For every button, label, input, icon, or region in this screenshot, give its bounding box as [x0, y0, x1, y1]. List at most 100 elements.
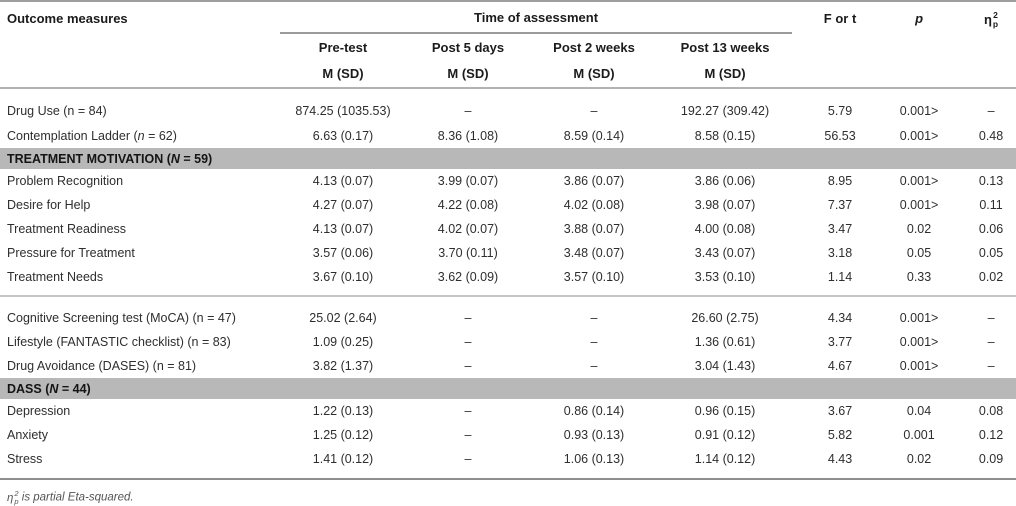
- value-cell: 0.001>: [899, 129, 939, 143]
- row-label-text: Problem Recognition: [7, 174, 124, 188]
- f-or-t-header: F or t: [823, 11, 857, 26]
- row-label: Depression: [0, 399, 280, 423]
- value-cell: 1.25 (0.12): [312, 428, 374, 442]
- row-label-text: TREATMENT MOTIVATION (: [7, 151, 171, 166]
- value-cell: –: [464, 311, 472, 325]
- value-cell: –: [590, 335, 598, 349]
- value-cell: 0.02: [978, 270, 1004, 284]
- value-cell: 1.06 (0.13): [563, 452, 625, 466]
- value-cell: 26.60 (2.75): [691, 311, 759, 325]
- table-row: Treatment Readiness 4.13 (0.07) 4.02 (0.07…: [0, 217, 1016, 241]
- table-row: Lifestyle (FANTASTIC checklist) (n = 83)…: [0, 330, 1016, 354]
- value-cell: 8.36 (1.08): [437, 129, 499, 143]
- value-cell: 8.59 (0.14): [563, 129, 625, 143]
- value-cell: 3.04 (1.43): [694, 359, 756, 373]
- value-cell: –: [987, 311, 995, 325]
- row-label: Desire for Help: [0, 193, 280, 217]
- value-cell: 0.91 (0.12): [694, 428, 756, 442]
- value-cell: 3.53 (0.10): [694, 270, 756, 284]
- spacer-row: [0, 471, 1016, 479]
- value-cell: 0.11: [979, 198, 1003, 212]
- value-cell: –: [464, 404, 472, 418]
- value-cell: 8.58 (0.15): [694, 129, 756, 143]
- row-label-text: Treatment Readiness: [7, 222, 127, 236]
- value-cell: 56.53: [824, 129, 856, 143]
- value-cell: –: [464, 428, 472, 442]
- row-label: Drug Use (n = 84): [0, 94, 280, 124]
- section-header-label: TREATMENT MOTIVATION (N = 59): [0, 148, 1016, 169]
- value-cell: 5.79: [827, 104, 853, 118]
- spacer-row: [0, 471, 1016, 479]
- value-cell: 192.27 (309.42): [680, 104, 770, 118]
- row-label-text: Drug Avoidance (DASES) (n = 81): [7, 359, 197, 373]
- value-cell: 0.001>: [899, 174, 939, 188]
- value-cell: 4.13 (0.07): [312, 174, 374, 188]
- row-label: Treatment Needs: [0, 265, 280, 289]
- table-row: Stress 1.41 (0.12) – 1.06 (0.13) 1.14 (0.12)…: [0, 447, 1016, 471]
- divider-line: [0, 289, 1016, 297]
- row-label: Lifestyle (FANTASTIC checklist) (n = 83): [0, 330, 280, 354]
- value-cell: 0.001>: [899, 335, 939, 349]
- value-cell: –: [590, 311, 598, 325]
- row-label-text: Cognitive Screening test (MoCA) (n = 47): [7, 311, 236, 325]
- value-cell: 0.09: [978, 452, 1004, 466]
- row-label-text: Depression: [7, 404, 71, 418]
- row-label: Anxiety: [0, 423, 280, 447]
- row-label-text: = 62): [144, 129, 177, 143]
- value-cell: 4.00 (0.08): [694, 222, 756, 236]
- row-label-text: Drug Use (n = 84): [7, 104, 107, 118]
- divider-line: [0, 289, 1016, 297]
- row-label-text: N: [170, 151, 180, 166]
- value-cell: 874.25 (1035.53): [295, 104, 391, 118]
- value-cell: –: [987, 104, 995, 118]
- value-cell: 3.47: [827, 222, 853, 236]
- msd-label: M (SD): [704, 66, 746, 81]
- value-cell: –: [464, 335, 472, 349]
- row-label-text: = 44): [58, 381, 91, 396]
- value-cell: 4.67: [827, 359, 853, 373]
- value-cell: 8.95: [827, 174, 853, 188]
- table-row: Treatment Needs 3.67 (0.10) 3.62 (0.09) 3.5…: [0, 265, 1016, 289]
- value-cell: 3.86 (0.06): [694, 174, 756, 188]
- value-cell: 3.67: [827, 404, 853, 418]
- table-body: Drug Use (n = 84) 874.25 (1035.53) – – 192.2…: [0, 88, 1016, 479]
- value-cell: –: [464, 359, 472, 373]
- spacer-row: [0, 296, 1016, 306]
- row-label-text: Lifestyle (FANTASTIC checklist) (n = 83): [7, 335, 231, 349]
- value-cell: 0.06: [978, 222, 1004, 236]
- row-label: Cognitive Screening test (MoCA) (n = 47): [0, 306, 280, 330]
- value-cell: 1.41 (0.12): [312, 452, 374, 466]
- row-label-text: Anxiety: [7, 428, 48, 442]
- value-cell: 3.77: [827, 335, 853, 349]
- value-cell: 0.04: [906, 404, 932, 418]
- value-cell: 3.67 (0.10): [312, 270, 374, 284]
- footnote-text: is partial Eta-squared.: [18, 491, 134, 504]
- value-cell: 3.43 (0.07): [694, 246, 756, 260]
- value-cell: 1.36 (0.61): [694, 335, 756, 349]
- table-row: Problem Recognition 4.13 (0.07) 3.99 (0.07…: [0, 169, 1016, 193]
- timepoint-post-5-days: Post 5 days: [431, 39, 505, 55]
- msd-label: M (SD): [573, 66, 615, 81]
- spacer-row: [0, 296, 1016, 306]
- table-row: Desire for Help 4.27 (0.07) 4.22 (0.08) 4.0…: [0, 193, 1016, 217]
- value-cell: 3.70 (0.11): [438, 246, 498, 260]
- row-label: Pressure for Treatment: [0, 241, 280, 265]
- value-cell: 6.63 (0.17): [312, 129, 374, 143]
- value-cell: –: [987, 335, 995, 349]
- msd-label: M (SD): [447, 66, 489, 81]
- value-cell: 3.82 (1.37): [312, 359, 374, 373]
- row-label-text: Pressure for Treatment: [7, 246, 135, 260]
- table-header: Outcome measures Time of assessment F or…: [0, 1, 1016, 88]
- outcome-measures-header: Outcome measures: [7, 11, 128, 26]
- time-of-assessment-header: Time of assessment: [280, 1, 793, 34]
- value-cell: 0.001>: [899, 359, 939, 373]
- value-cell: 0.93 (0.13): [563, 428, 625, 442]
- row-label-text: n: [137, 129, 145, 143]
- value-cell: 3.88 (0.07): [563, 222, 625, 236]
- value-cell: 0.02: [906, 452, 932, 466]
- msd-label: M (SD): [322, 66, 364, 81]
